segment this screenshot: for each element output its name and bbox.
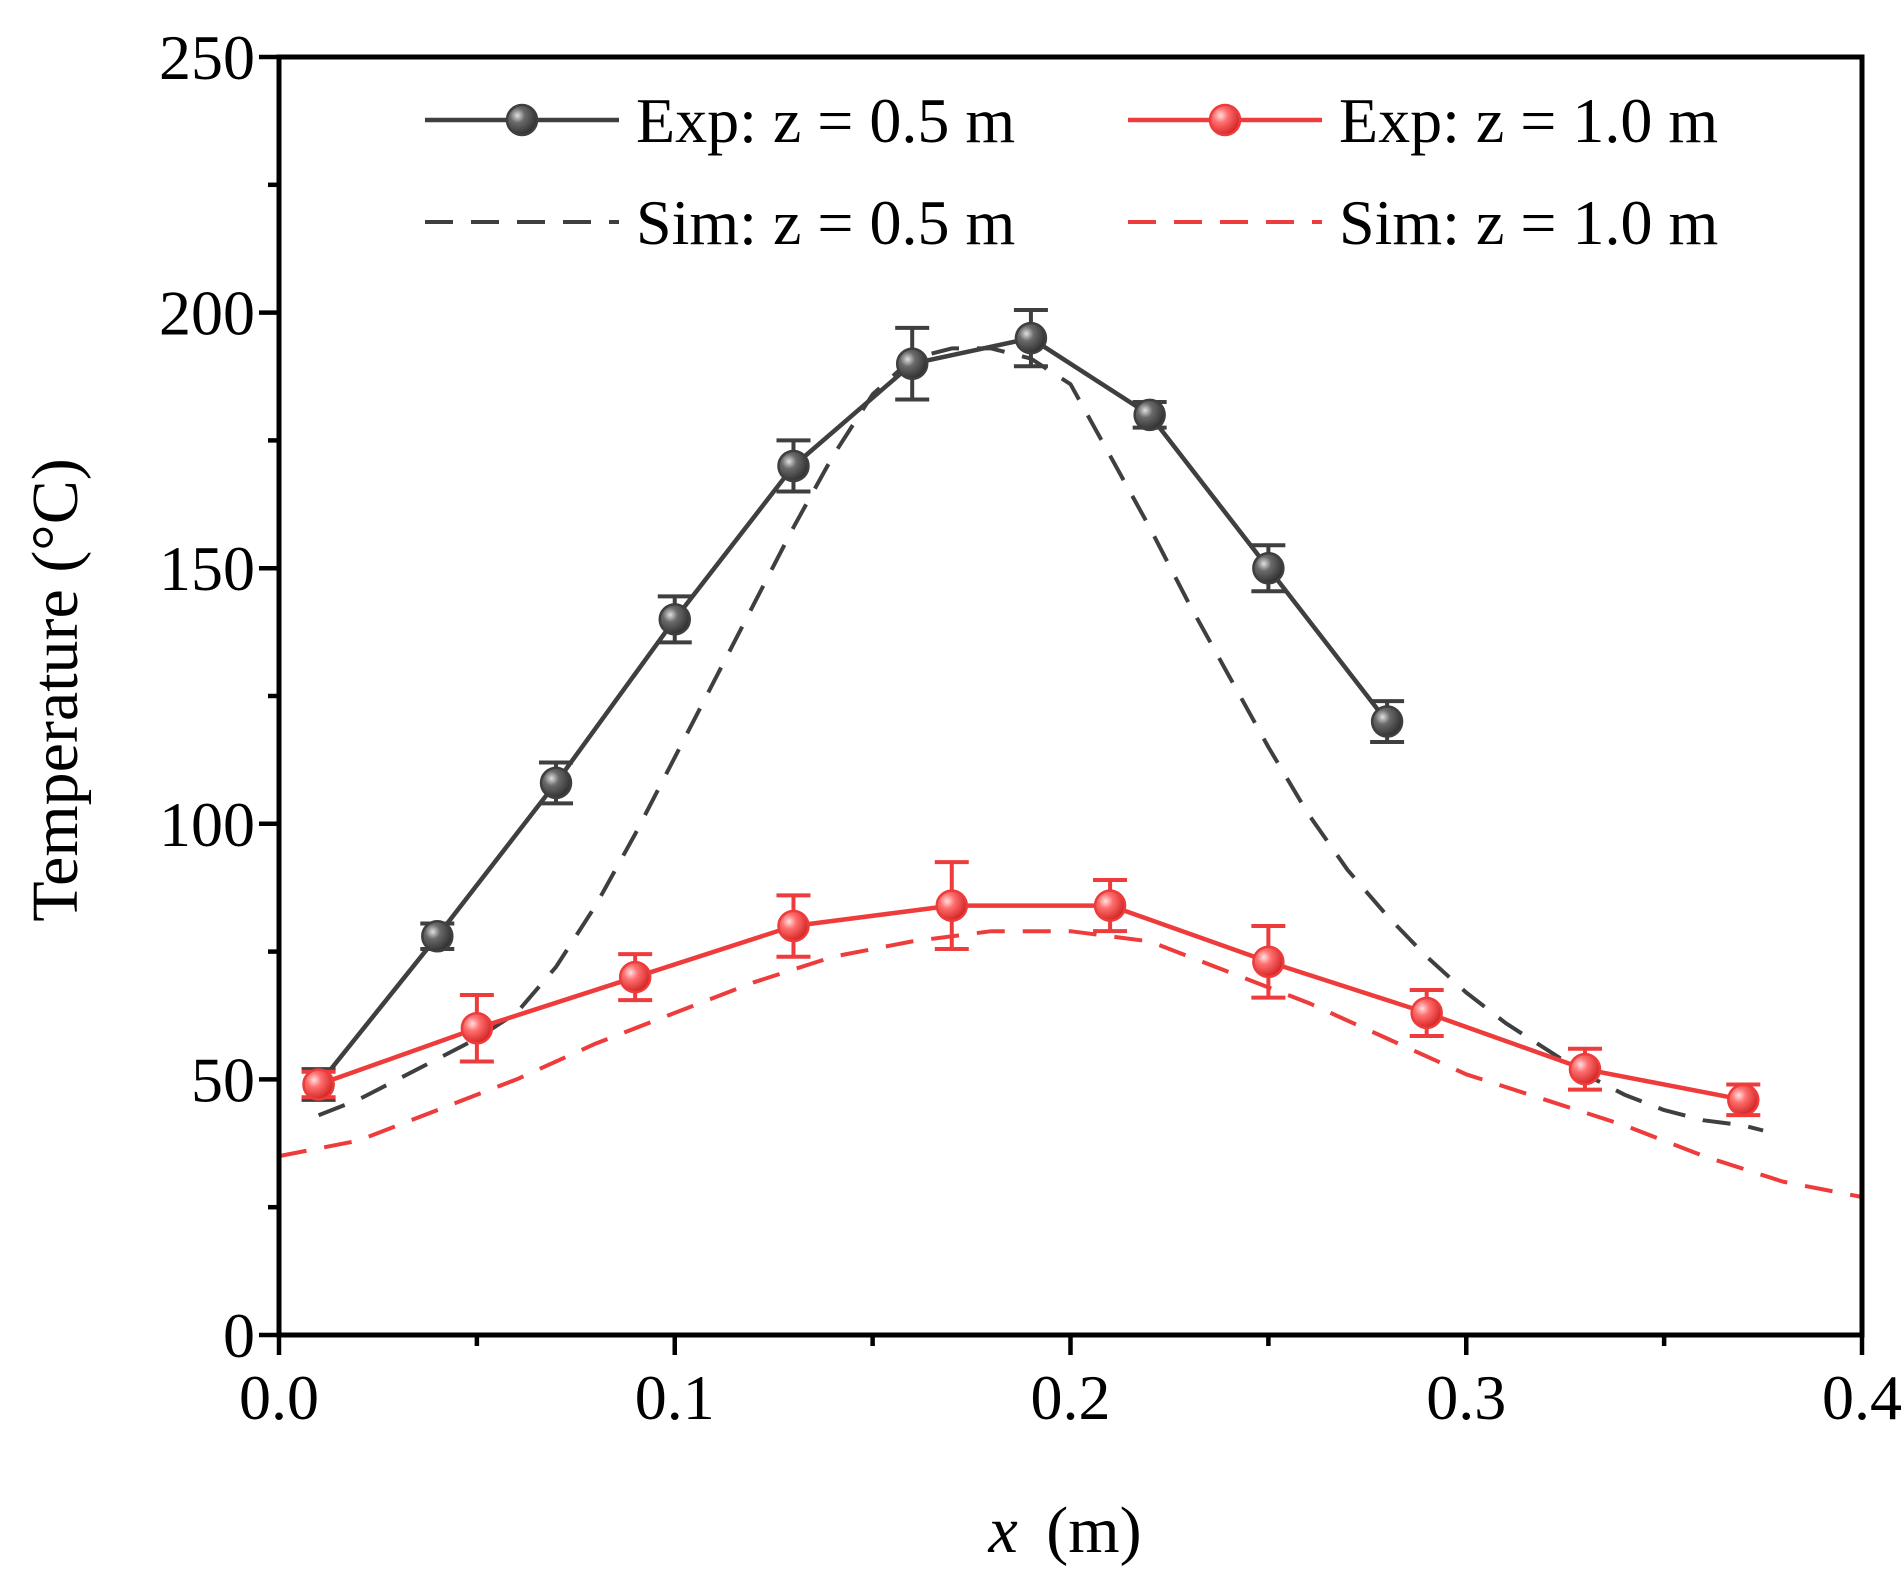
legend-label-2: Sim: z = 0.5 m [636,187,1015,258]
legend-label-3: Sim: z = 1.0 m [1339,187,1718,258]
data-point [777,449,810,483]
x-axis-title-unit: (m) [1046,1494,1141,1567]
data-point [1252,551,1285,585]
y-axis-title: Temperature (°C) [19,458,92,921]
x-axis-title-variable: x [987,1494,1017,1567]
series-line-sim-1 [278,929,1863,1199]
legend-label-0: Exp: z = 0.5 m [636,85,1015,156]
data-point [1133,398,1166,432]
x-tick-label: 0.1 [635,1362,715,1433]
x-axis-title: x (m) [987,1494,1141,1567]
data-point [658,603,691,636]
data-point [1370,705,1404,738]
x-tick-label: 0.0 [239,1362,319,1433]
series-line-exp-0 [316,335,1389,1086]
data-point [1568,1052,1602,1086]
data-point [1410,996,1443,1030]
y-tick-label: 100 [159,789,255,860]
y-tick-label: 50 [191,1044,255,1115]
legend-label-1: Exp: z = 1.0 m [1339,85,1718,156]
y-tick-label: 150 [159,533,255,604]
series-line-sim-0 [317,346,1764,1133]
data-point [539,766,573,800]
legend: Exp: z = 0.5 m Exp: z = 1.0 m Sim: z = 0.5… [425,85,1718,258]
legend-marker-1 [1208,103,1242,137]
data-point [1014,321,1048,355]
data-point [618,960,652,994]
data-point [777,909,810,943]
data-point [1727,1083,1760,1117]
data-point [1093,889,1127,922]
axes: 0.0 0.1 0.2 0.3 0.4 0 50 100 150 200 250 [159,22,1902,1433]
data-point [935,889,969,922]
x-tick-label: 0.4 [1822,1362,1902,1433]
y-tick-label: 250 [159,22,255,93]
x-tick-label: 0.3 [1426,1362,1506,1433]
y-tick-label: 0 [223,1300,255,1371]
data-point [460,1012,494,1045]
data-point [895,347,929,380]
data-point [421,920,454,953]
series-line-exp-1 [317,903,1744,1103]
plot-area [278,308,1863,1199]
legend-marker-0 [505,103,539,137]
y-tick-label: 200 [159,278,255,349]
data-point [1252,945,1285,979]
data-point [302,1068,335,1101]
x-tick-label: 0.2 [1031,1362,1111,1433]
